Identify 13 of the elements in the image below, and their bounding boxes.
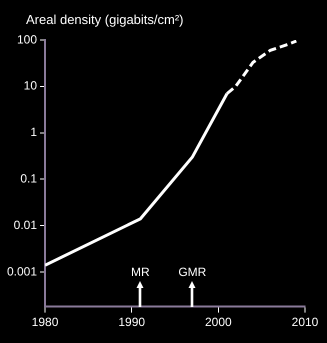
- y-tick-label: 10: [24, 78, 38, 93]
- x-tick-label: 2010: [292, 315, 319, 330]
- x-tick-label: 1980: [32, 315, 59, 330]
- y-tick-label: 1: [30, 125, 38, 140]
- annotation: GMR: [178, 264, 206, 279]
- y-axis-title: Areal density (gigabits/cm²): [26, 12, 184, 27]
- x-tick-label: 2000: [204, 315, 232, 330]
- x-tick-label: 1990: [118, 315, 146, 330]
- y-tick-label: 100: [17, 32, 38, 46]
- annotation: MR: [131, 264, 150, 279]
- y-tick-label: 0.1: [20, 172, 38, 186]
- y-tick-label: 0.001: [7, 264, 38, 278]
- y-tick-label: 0.01: [14, 218, 38, 232]
